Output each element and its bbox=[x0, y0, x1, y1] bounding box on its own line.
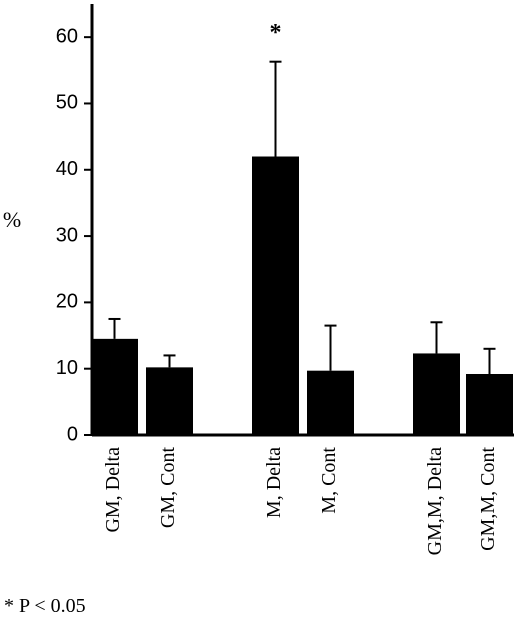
y-tick-label: 10 bbox=[56, 357, 78, 379]
y-tick-label: 50 bbox=[56, 92, 78, 114]
y-tick-label: 60 bbox=[56, 25, 78, 47]
x-tick-label: M, Cont bbox=[318, 447, 340, 514]
footnote: * P < 0.05 bbox=[4, 595, 86, 617]
x-tick-label: GM,M, Cont bbox=[477, 447, 499, 551]
significance-marker: * bbox=[270, 20, 282, 46]
x-tick-label: GM, Delta bbox=[102, 447, 124, 533]
y-tick-label: 0 bbox=[67, 423, 78, 445]
y-tick-label: 30 bbox=[56, 224, 78, 246]
y-tick-label: 40 bbox=[56, 158, 78, 180]
bar bbox=[413, 353, 460, 435]
y-tick-label: 20 bbox=[56, 291, 78, 313]
bar bbox=[307, 370, 354, 435]
bar bbox=[146, 367, 193, 435]
bar bbox=[91, 338, 138, 435]
bar bbox=[252, 156, 299, 435]
x-tick-label: GM,M, Delta bbox=[424, 447, 446, 555]
y-axis-label: % bbox=[3, 207, 21, 232]
x-tick-label: M, Delta bbox=[263, 447, 285, 518]
bar bbox=[466, 373, 513, 435]
x-tick-label: GM, Cont bbox=[157, 447, 179, 529]
